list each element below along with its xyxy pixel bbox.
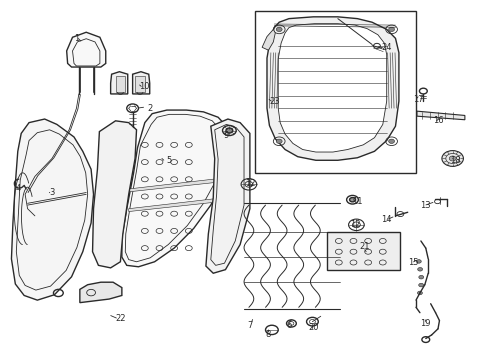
Text: 24: 24 (381, 43, 392, 52)
Text: 14: 14 (381, 215, 392, 224)
Text: 3: 3 (49, 188, 55, 197)
Text: 9: 9 (224, 131, 229, 140)
Text: 12: 12 (245, 179, 255, 188)
Text: 6: 6 (286, 321, 292, 330)
Text: 11: 11 (352, 197, 363, 206)
Text: 18: 18 (450, 156, 461, 165)
Polygon shape (129, 178, 221, 192)
Circle shape (442, 150, 464, 166)
Polygon shape (93, 121, 137, 268)
Circle shape (276, 27, 282, 32)
Polygon shape (80, 282, 122, 303)
Bar (255, 12, 416, 173)
Circle shape (449, 156, 456, 161)
Circle shape (349, 198, 355, 202)
Text: 22: 22 (115, 314, 125, 323)
Text: 19: 19 (420, 319, 431, 328)
Text: 15: 15 (408, 258, 419, 267)
Text: 4: 4 (15, 184, 21, 193)
Text: 13: 13 (420, 201, 431, 210)
Text: 16: 16 (433, 116, 443, 125)
Circle shape (389, 27, 394, 32)
Text: 20: 20 (308, 323, 318, 332)
Polygon shape (135, 76, 145, 92)
Text: 1: 1 (74, 34, 79, 43)
Polygon shape (122, 110, 230, 267)
Polygon shape (133, 72, 150, 94)
Text: 17: 17 (413, 95, 424, 104)
Polygon shape (67, 32, 106, 67)
Polygon shape (111, 72, 128, 94)
Circle shape (419, 275, 424, 279)
Text: 12: 12 (350, 220, 360, 229)
Circle shape (419, 283, 423, 287)
Polygon shape (267, 17, 399, 160)
Polygon shape (11, 119, 94, 300)
Polygon shape (262, 30, 275, 50)
Polygon shape (417, 111, 465, 120)
Text: 10: 10 (140, 82, 150, 91)
Text: 8: 8 (266, 330, 271, 339)
Circle shape (417, 291, 422, 295)
Polygon shape (327, 232, 400, 270)
Circle shape (389, 139, 394, 143)
Text: 21: 21 (360, 242, 370, 251)
Polygon shape (206, 119, 250, 273)
Circle shape (417, 267, 422, 271)
Text: 5: 5 (167, 156, 172, 165)
Text: 2: 2 (147, 104, 152, 113)
Circle shape (416, 260, 421, 263)
Text: 7: 7 (247, 321, 252, 330)
Polygon shape (129, 198, 221, 212)
Circle shape (226, 128, 233, 133)
Polygon shape (116, 76, 125, 92)
Polygon shape (278, 24, 387, 152)
Text: 23: 23 (269, 96, 280, 105)
Circle shape (276, 139, 282, 143)
